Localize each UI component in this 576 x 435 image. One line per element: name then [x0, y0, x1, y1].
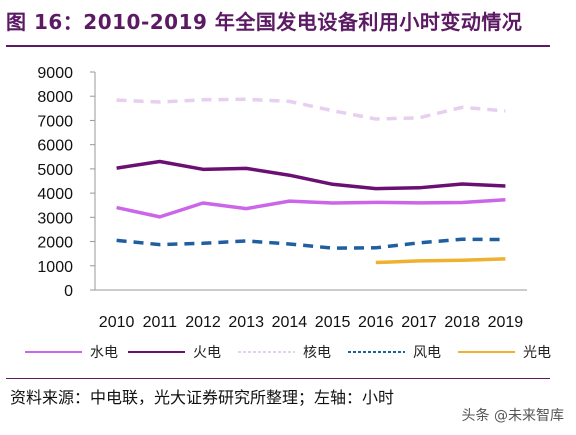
- x-tick-label: 2010: [99, 314, 135, 331]
- y-tick-label: 2000: [37, 235, 73, 252]
- x-tick-label: 2018: [444, 314, 480, 331]
- series-line: [116, 237, 506, 250]
- y-tick-label: 7000: [37, 113, 73, 130]
- x-tick-label: 2017: [401, 314, 437, 331]
- x-tick-label: 2012: [185, 314, 221, 331]
- legend-label: 水电: [90, 345, 118, 361]
- y-tick-label: 0: [64, 283, 73, 300]
- y-tick-label: 8000: [37, 89, 73, 106]
- x-tick-label: 2015: [315, 314, 351, 331]
- y-tick-label: 9000: [37, 65, 73, 82]
- legend-label: 火电: [193, 345, 221, 361]
- series-line: [116, 198, 506, 219]
- x-tick-label: 2014: [272, 314, 308, 331]
- y-tick-label: 6000: [37, 138, 73, 155]
- source-note: 资料来源：中电联，光大证券研究所整理；左轴：小时: [10, 388, 395, 407]
- chart-title: 图 16：2010-2019 年全国发电设备利用小时变动情况: [6, 10, 523, 34]
- y-tick-label: 3000: [37, 210, 73, 227]
- series-line: [375, 257, 506, 265]
- source-divider: [6, 378, 550, 379]
- series-line: [116, 97, 506, 121]
- x-tick-label: 2013: [228, 314, 264, 331]
- legend-label: 风电: [413, 345, 441, 361]
- x-tick-label: 2011: [143, 314, 178, 331]
- x-tick-label: 2016: [358, 314, 394, 331]
- x-tick-label: 2019: [488, 314, 524, 331]
- watermark: 头条 @未来智库: [461, 408, 564, 424]
- series-line: [116, 159, 506, 191]
- title-divider: [6, 45, 550, 47]
- legend-label: 光电: [523, 345, 551, 361]
- y-tick-label: 5000: [37, 162, 73, 179]
- legend-label: 核电: [303, 345, 331, 361]
- y-tick-label: 1000: [37, 259, 73, 276]
- y-tick-label: 4000: [37, 186, 73, 203]
